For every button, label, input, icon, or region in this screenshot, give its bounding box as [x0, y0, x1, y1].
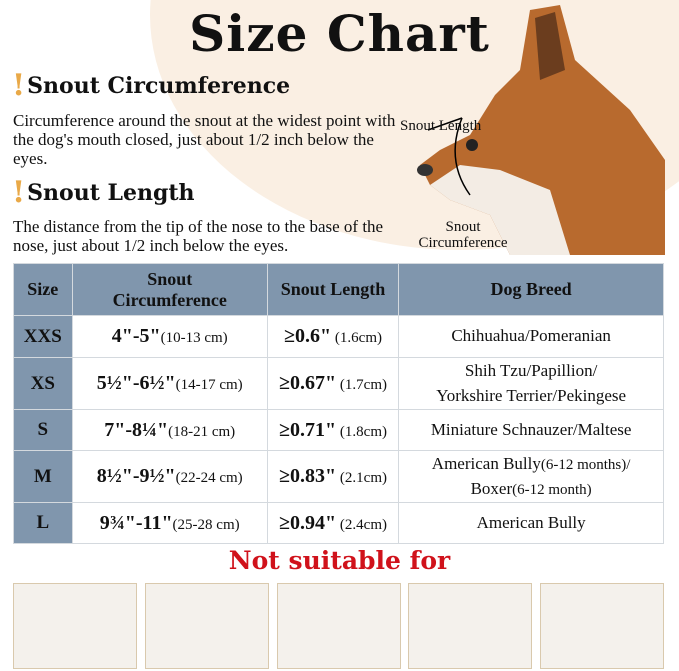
table-row: M 8½"-9½"(22-24 cm) ≥0.83" (2.1cm) Ameri… [13, 450, 664, 503]
size-cell: M [13, 450, 73, 503]
column-header: Dog Breed [398, 263, 664, 316]
column-header: Snout Length [266, 263, 400, 316]
size-table: Size Snout Circumference Snout Length Do… [13, 263, 664, 544]
size-cell: S [13, 409, 73, 451]
table-row: XXS 4"-5"(10-13 cm) ≥0.6" (1.6cm) Chihua… [13, 315, 664, 358]
size-cell: XXS [13, 315, 73, 358]
circumference-cell: 7"-8¼"(18-21 cm) [71, 409, 268, 451]
dog-profile-image [417, 5, 665, 255]
section-text: Circumference around the snout at the wi… [13, 111, 396, 168]
size-cell: L [13, 502, 73, 544]
page-title: Size Chart [189, 4, 490, 63]
snout-circumference-label: Snout Circumference [418, 219, 508, 251]
table-row: L 9¾"-11"(25-28 cm) ≥0.94" (2.4cm) Ameri… [13, 502, 664, 544]
pug-photo [277, 583, 401, 669]
exclamation-icon: ! [12, 68, 26, 103]
size-cell: XS [13, 357, 73, 410]
french-bulldog-photo [540, 583, 664, 669]
section-text: The distance from the tip of the nose to… [13, 217, 384, 255]
breed-cell: American Bully(6-12 months)/Boxer(6-12 m… [398, 450, 664, 503]
not-suitable-heading: Not suitable for [228, 546, 451, 575]
breed-cell: American Bully [398, 502, 664, 544]
snout-length-label: Snout Length [400, 118, 482, 134]
circumference-cell: 9¾"-11"(25-28 cm) [71, 502, 268, 544]
length-cell: ≥0.83" (2.1cm) [266, 450, 400, 503]
table-header-row: Size Snout Circumference Snout Length Do… [13, 263, 664, 316]
length-cell: ≥0.71" (1.8cm) [266, 409, 400, 451]
length-cell: ≥0.6" (1.6cm) [266, 315, 400, 358]
breed-cell: Chihuahua/Pomeranian [398, 315, 664, 358]
circumference-cell: 5½"-6½"(14-17 cm) [71, 357, 268, 410]
circumference-cell: 8½"-9½"(22-24 cm) [71, 450, 268, 503]
length-cell: ≥0.94" (2.4cm) [266, 502, 400, 544]
circumference-cell: 4"-5"(10-13 cm) [71, 315, 268, 358]
section-heading: ! Snout Length [12, 175, 195, 210]
bull-terrier-photo [13, 583, 137, 669]
length-cell: ≥0.67" (1.7cm) [266, 357, 400, 410]
breed-cell: Shih Tzu/Papillion/Yorkshire Terrier/Pek… [398, 357, 664, 410]
boston-terrier-photo [408, 583, 532, 669]
exclamation-icon: ! [12, 175, 26, 210]
breed-cell: Miniature Schnauzer/Maltese [398, 409, 664, 451]
section-heading: ! Snout Circumference [12, 68, 291, 103]
bulldog-photo [145, 583, 269, 669]
table-row: XS 5½"-6½"(14-17 cm) ≥0.67" (1.7cm) Shih… [13, 357, 664, 410]
column-header: Size [13, 263, 73, 316]
column-header: Snout Circumference [71, 263, 268, 316]
table-row: S 7"-8¼"(18-21 cm) ≥0.71" (1.8cm) Miniat… [13, 409, 664, 451]
